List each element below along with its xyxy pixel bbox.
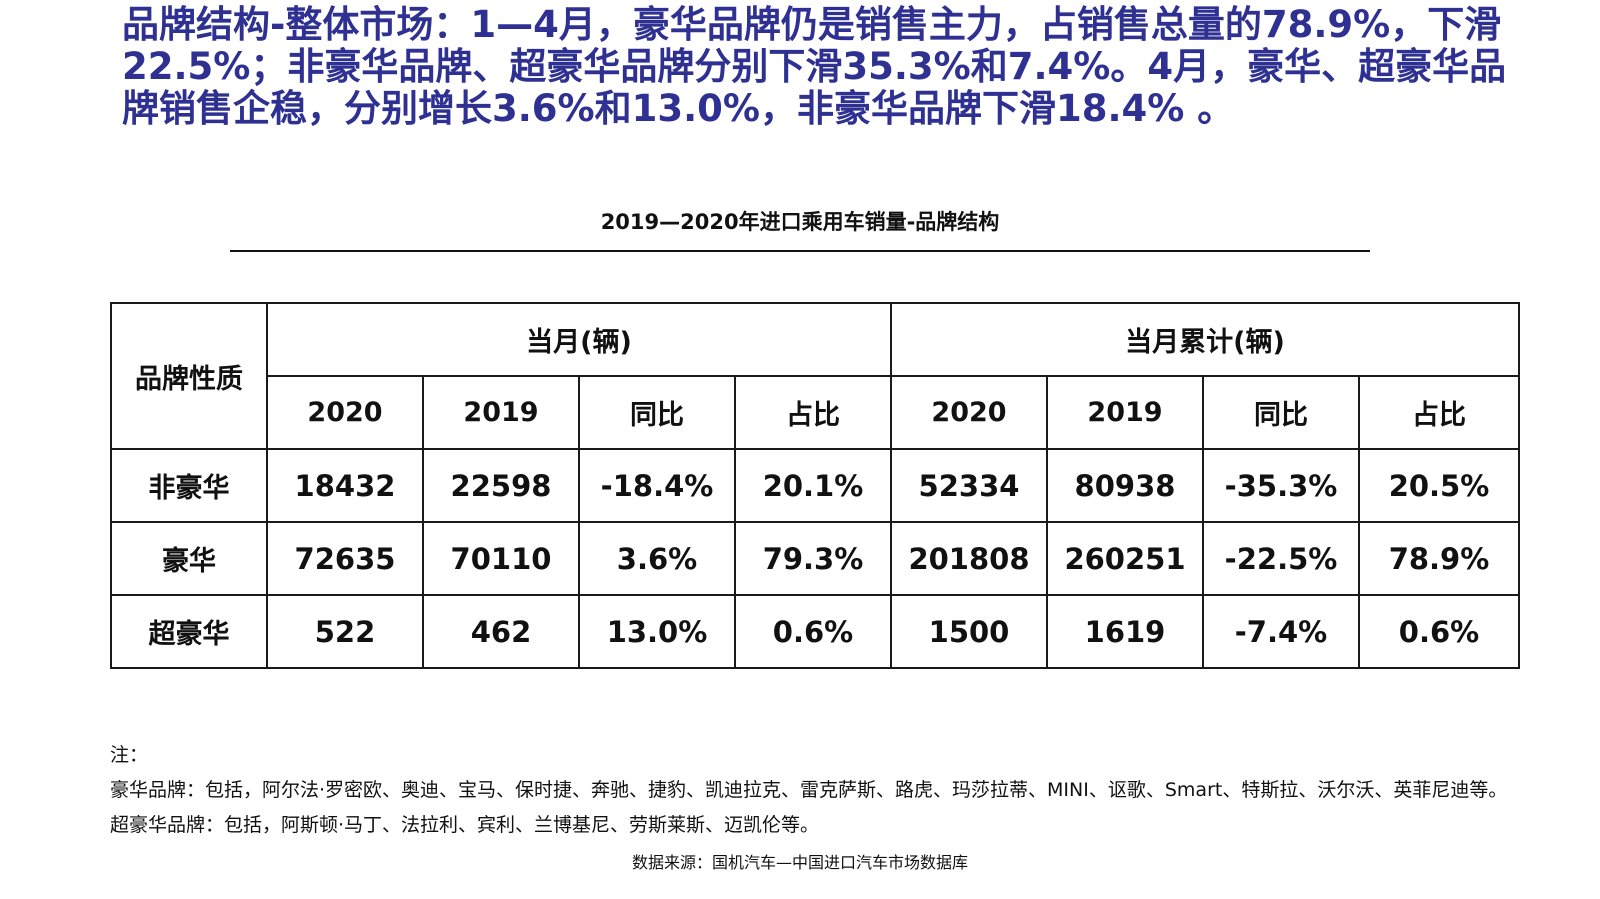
- group-header-monthly: 当月(辆): [266, 302, 892, 377]
- row-label: 非豪华: [110, 448, 268, 523]
- table-cell: 201808: [890, 521, 1048, 596]
- table-cell: 260251: [1046, 521, 1204, 596]
- brand-structure-table: 品牌性质 当月(辆) 当月累计(辆) 2020 2019 同比 占比 2020 …: [110, 302, 1520, 669]
- corner-header: 品牌性质: [110, 302, 268, 450]
- table-cell: 18432: [266, 448, 424, 523]
- subheader-yoy-monthly: 同比: [578, 375, 736, 450]
- table-cell: 80938: [1046, 448, 1204, 523]
- subheader-2020-monthly: 2020: [266, 375, 424, 450]
- subheader-2019-monthly: 2019: [422, 375, 580, 450]
- note-luxury-brands: 豪华品牌：包括，阿尔法·罗密欧、奥迪、宝马、保时捷、奔驰、捷豹、凯迪拉克、雷克萨…: [110, 779, 1508, 801]
- subheader-share-monthly: 占比: [734, 375, 892, 450]
- subheader-2019-cumulative: 2019: [1046, 375, 1204, 450]
- data-source: 数据来源：国机汽车—中国进口汽车市场数据库: [631, 853, 968, 872]
- group-header-cumulative: 当月累计(辆): [890, 302, 1520, 377]
- table-header-row-1: 品牌性质 当月(辆) 当月累计(辆): [110, 302, 1520, 450]
- subheader-2020-cumulative: 2020: [890, 375, 1048, 450]
- table-cell: 13.0%: [578, 594, 736, 669]
- table-cell: 0.6%: [734, 594, 892, 669]
- subheader-share-cumulative: 占比: [1358, 375, 1520, 450]
- table-cell: 1619: [1046, 594, 1204, 669]
- table-cell: 79.3%: [734, 521, 892, 596]
- table-header-row-2: 2020 2019 同比 占比 2020 2019 同比 占比: [111, 375, 1520, 450]
- table-row: 超豪华 522 462 13.0% 0.6% 1500 1619 -7.4% 0…: [110, 594, 1520, 669]
- table-cell: 3.6%: [578, 521, 736, 596]
- row-label: 豪华: [110, 521, 268, 596]
- table-cell: -35.3%: [1202, 448, 1360, 523]
- table-cell: 1500: [890, 594, 1048, 669]
- table-cell: 462: [422, 594, 580, 669]
- table-cell: 52334: [890, 448, 1048, 523]
- table-cell: -22.5%: [1202, 521, 1360, 596]
- note-super-luxury-brands: 超豪华品牌：包括，阿斯顿·马丁、法拉利、宾利、兰博基尼、劳斯莱斯、迈凯伦等。: [110, 814, 820, 836]
- row-label: 超豪华: [110, 594, 268, 669]
- table-row: 非豪华 18432 22598 -18.4% 20.1% 52334 80938…: [110, 448, 1520, 523]
- subheader-yoy-cumulative: 同比: [1202, 375, 1360, 450]
- table-cell: 20.1%: [734, 448, 892, 523]
- notes-section: 注： 豪华品牌：包括，阿尔法·罗密欧、奥迪、宝马、保时捷、奔驰、捷豹、凯迪拉克、…: [110, 738, 1590, 843]
- table-row: 豪华 72635 70110 3.6% 79.3% 201808 260251 …: [110, 521, 1520, 596]
- table-cell: -7.4%: [1202, 594, 1360, 669]
- table-cell: 0.6%: [1358, 594, 1520, 669]
- table-title: 2019—2020年进口乘用车销量-品牌结构: [600, 210, 1000, 234]
- notes-heading: 注：: [110, 744, 149, 766]
- table-cell: 70110: [422, 521, 580, 596]
- headline: 品牌结构-整体市场：1—4月，豪华品牌仍是销售主力，占销售总量的78.9%，下滑…: [122, 3, 1507, 130]
- table-cell: 522: [266, 594, 424, 669]
- table-cell: 20.5%: [1358, 448, 1520, 523]
- table-cell: -18.4%: [578, 448, 736, 523]
- table-cell: 22598: [422, 448, 580, 523]
- table-cell: 72635: [266, 521, 424, 596]
- table-cell: 78.9%: [1358, 521, 1520, 596]
- title-divider: [230, 250, 1370, 252]
